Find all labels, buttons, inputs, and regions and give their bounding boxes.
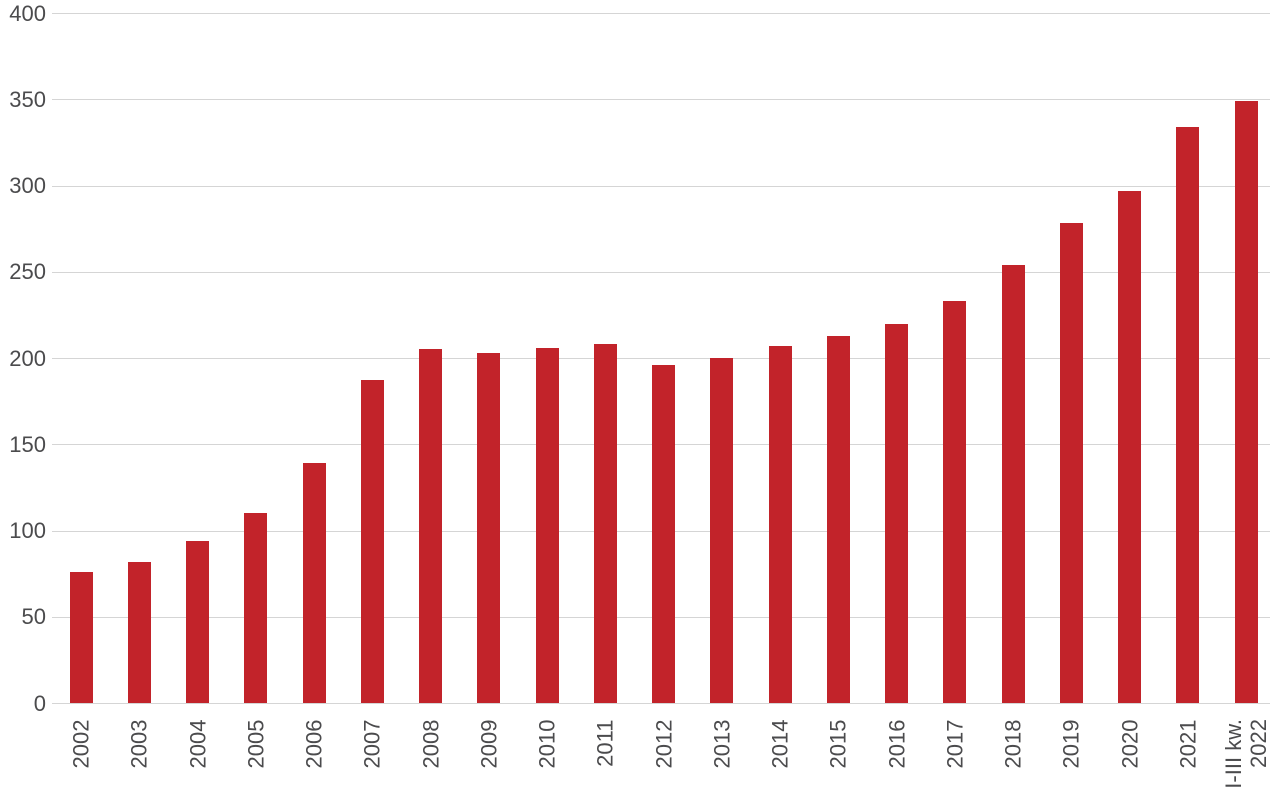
- x-axis-tick-label-line: 2018: [1000, 719, 1026, 768]
- x-axis-tick-label: 2012: [651, 719, 676, 800]
- x-axis-tick-label: 2003: [127, 719, 152, 800]
- bar: [826, 335, 850, 703]
- y-axis-tick-label: 100: [9, 518, 46, 543]
- bar: [1059, 223, 1083, 703]
- y-axis-tick-label: 150: [9, 431, 46, 457]
- y-axis-tick-label: 50: [21, 604, 46, 630]
- x-axis-tick-label: 2018: [1001, 719, 1026, 800]
- gridline-300: [52, 185, 1270, 187]
- bar: [535, 347, 559, 703]
- x-axis-tick-label-line: 2008: [418, 719, 443, 768]
- bar: [302, 463, 326, 703]
- x-axis-tick-label: 2016: [884, 719, 909, 800]
- bar: [1234, 101, 1258, 703]
- x-axis-tick-label-line: 2011: [592, 719, 618, 767]
- bar: [477, 352, 501, 703]
- y-axis-tick-label: 400: [9, 0, 46, 26]
- x-axis-tick-label: 2020: [1117, 719, 1142, 800]
- bar: [885, 323, 908, 703]
- x-axis-tick-label-line: 2010: [534, 719, 560, 768]
- bar: [1118, 190, 1141, 703]
- gridline-200: [52, 358, 1270, 359]
- x-axis-tick-label: 2010: [535, 719, 560, 800]
- x-axis-tick-label-line: 2005: [243, 719, 269, 768]
- bar: [652, 364, 675, 703]
- x-axis-tick-label: 2021: [1175, 719, 1200, 800]
- y-axis-tick-label: 250: [9, 259, 46, 285]
- x-axis-tick-label-line: 2013: [709, 719, 735, 768]
- y-axis-tick-label: 0: [33, 690, 46, 716]
- bar: [768, 345, 792, 703]
- bar: [69, 571, 93, 703]
- x-axis-tick-label: 2008: [418, 719, 443, 800]
- x-axis-tick-label: 2015: [826, 719, 851, 800]
- x-axis-tick-label-line: 2022: [1246, 719, 1271, 768]
- y-axis-tick-label: 300: [9, 173, 46, 198]
- x-axis-tick-label-line: 2014: [767, 719, 793, 768]
- x-axis-tick-label-line: 2021: [1175, 719, 1201, 768]
- x-axis-tick-label: I-III kw. 2022: [1221, 719, 1271, 800]
- gridline-350: [52, 99, 1270, 101]
- gridline-400: [52, 13, 1270, 14]
- bar: [244, 513, 268, 704]
- x-axis-tick-label-line: 2015: [825, 719, 851, 768]
- bar: [360, 380, 384, 703]
- x-axis-tick-label-line: 2017: [942, 719, 968, 768]
- x-axis-tick-label-line: 2003: [126, 719, 152, 768]
- x-axis-tick-label: 2013: [709, 719, 734, 800]
- bar: [186, 540, 209, 704]
- x-axis-tick-label: 2014: [768, 719, 793, 800]
- x-axis-tick-label: 2019: [1059, 719, 1084, 800]
- bar: [419, 349, 442, 703]
- x-axis-tick-label: 2007: [360, 719, 385, 800]
- x-axis-tick-label-line: 2009: [476, 719, 502, 768]
- x-axis-tick-label: 2006: [302, 719, 327, 800]
- x-axis-tick-label-line: 2019: [1058, 719, 1084, 768]
- x-axis-tick-label-line: 2006: [301, 719, 327, 768]
- bar: [943, 301, 967, 703]
- x-axis-tick-label: 2009: [476, 719, 501, 800]
- x-axis-tick-label-line: 2007: [359, 719, 385, 768]
- x-axis-tick-label-line: 2016: [884, 719, 909, 768]
- x-axis-tick-label-line: 2020: [1117, 719, 1142, 768]
- x-axis-tick-label: 2017: [942, 719, 967, 800]
- x-axis-tick-label: 2004: [185, 719, 210, 800]
- x-axis-tick-label-line: I-III kw.: [1221, 719, 1246, 789]
- bar: [1001, 264, 1025, 703]
- bar: [1176, 126, 1200, 703]
- x-axis-tick-label: 2011: [593, 719, 618, 800]
- x-axis-tick-label-line: 2002: [68, 719, 94, 768]
- y-axis-tick-label: 200: [9, 345, 46, 371]
- bar: [127, 561, 151, 703]
- x-axis-tick-label-line: 2012: [651, 719, 676, 768]
- y-axis-tick-label: 350: [9, 86, 46, 112]
- bar: [593, 344, 617, 703]
- gridline-250: [52, 271, 1270, 273]
- x-axis-tick-label-line: 2004: [185, 719, 210, 768]
- bar: [710, 358, 734, 703]
- gridline-0: [52, 703, 1270, 704]
- x-axis-tick-label: 2005: [243, 719, 268, 800]
- x-axis-tick-label: 2002: [69, 719, 94, 800]
